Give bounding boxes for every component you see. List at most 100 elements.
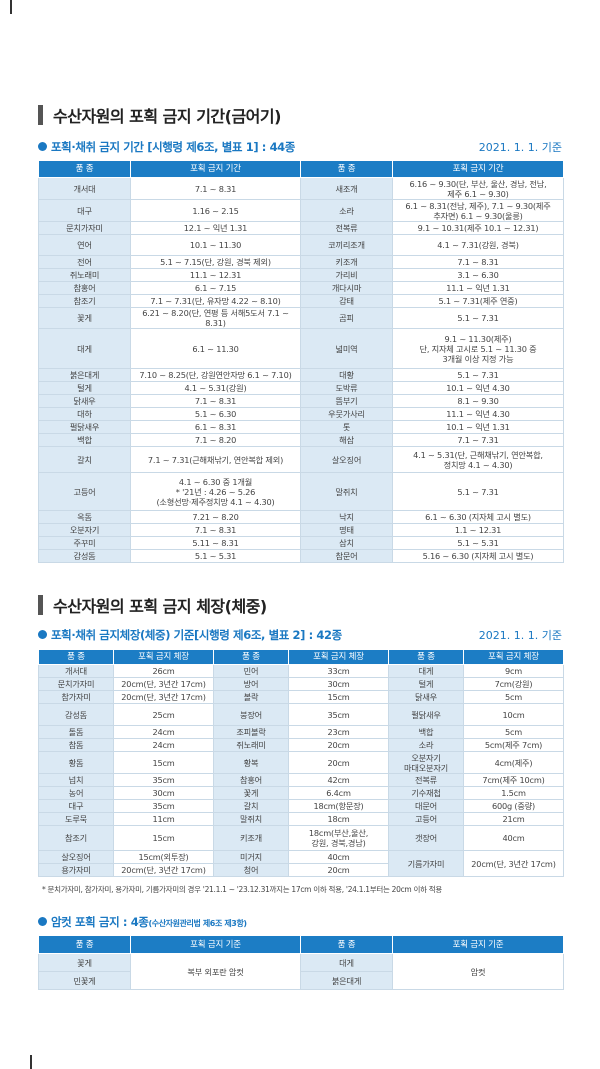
species-cell: 대구 [38,799,114,813]
size-cell: 5cm [463,725,564,739]
size-cell: 5cm(제주 7cm) [463,738,564,752]
table-header-row: 품 종 포획 금지 기간 품 종 포획 금지 기간 [38,160,564,178]
size-cell: 10cm [463,703,564,726]
species-cell: 기름가자미 [388,850,464,877]
period-cell: 11.1 ~ 익년 4.30 [392,407,564,421]
header-size: 포획 금지 체장 [113,649,214,665]
table-row: 농어 30cm 꽃게 6.4cm 기수재첩 1.5cm [38,786,564,800]
bullet-icon [38,630,47,639]
period-cell: 4.1 ~ 7.31(강원, 경북) [392,234,564,256]
period-cell: 11.1 ~ 12.31 [130,268,301,282]
minimum-size-table: 품 종 포획 금지 체장 품 종 포획 금지 체장 품 종 포획 금지 체장 개… [38,649,564,877]
size-cell: 11cm [113,812,214,826]
size-cell: 20cm(단, 3년간 17cm) [113,863,214,877]
size-cell: 35cm [288,703,389,726]
size-cell: 30cm [113,786,214,800]
period-cell: 7.1 ~ 8.31 [130,394,301,408]
table-row: 대하 5.1 ~ 6.30 우뭇가사리 11.1 ~ 익년 4.30 [38,407,564,421]
rule-cell: 암컷 [392,953,564,990]
period-cell: 6.1 ~ 6.30 (지자체 고시 별도) [392,510,564,524]
section2-title: 수산자원의 포획 금지 체장(체중) [38,594,267,616]
period-cell: 5.16 ~ 6.30 (지자체 고시 별도) [392,549,564,563]
table-row: 연어 10.1 ~ 11.30 코끼리조개 4.1 ~ 7.31(강원, 경북) [38,234,564,256]
period-cell: 4.1 ~ 6.30 중 1개월 * '21년 : 4.26 ~ 5.26 (소형선… [130,472,301,511]
species-cell: 살오징어 [300,446,393,473]
period-cell: 7.1 ~ 7.31(단, 유자망 4.22 ~ 8.10) [130,294,301,308]
species-cell: 꽃게 [38,953,131,972]
header-size: 포획 금지 체장 [463,649,564,665]
table-row: 문치가자미 12.1 ~ 익년 1.31 전복류 9.1 ~ 10.31(제주 10.… [38,221,564,235]
period-cell: 6.1 ~ 8.31(전남, 제주), 7.1 ~ 9.30(제주 추자면) 6.… [392,199,564,222]
table-row: 쥐노래미 11.1 ~ 12.31 가리비 3.1 ~ 6.30 [38,268,564,282]
species-cell: 우뭇가사리 [300,407,393,421]
species-cell: 미거지 [213,850,289,864]
female-ban-table: 품 종 포획 금지 기준 품 종 포획 금지 기준 꽃게 복부 외포란 암컷 대… [38,935,564,990]
species-cell: 조피볼락 [213,725,289,739]
size-cell: 15cm(외투장) [113,850,214,864]
table-row: 개서대 7.1 ~ 8.31 새조개 6.16 ~ 9.30(단, 부산, 울산, 경… [38,177,564,200]
size-cell: 42cm [288,773,389,787]
period-cell: 6.1 ~ 11.30 [130,328,301,369]
section2-subtitle: 포획·채취 금지체장(체중) 기준[시행령 제6조, 별표 2] : 42종 [38,627,342,643]
table-row: 옥돔 7.21 ~ 8.20 낙지 6.1 ~ 6.30 (지자체 고시 별도) [38,510,564,524]
period-cell: 7.1 ~ 7.31 [392,433,564,447]
size-cell: 26cm [113,664,214,678]
species-cell: 대문어 [388,799,464,813]
species-cell: 민어 [213,664,289,678]
table-header-row: 품 종 포획 금지 체장 품 종 포획 금지 체장 품 종 포획 금지 체장 [38,649,564,665]
species-cell: 톳 [300,420,393,434]
species-cell: 소라 [388,738,464,752]
period-cell: 10.1 ~ 익년 1.31 [392,420,564,434]
size-cell: 15cm [113,825,214,851]
species-cell: 전복류 [388,773,464,787]
table-row: 넙치 35cm 참홍어 42cm 전복류 7cm(제주 10cm) [38,773,564,787]
table-row: 백합 7.1 ~ 8.20 해삼 7.1 ~ 7.31 [38,433,564,447]
species-cell: 돌돔 [38,725,114,739]
section3-subtitle-row: 암컷 포획 금지 : 4종(수산자원관리법 제6조 제3항) [38,914,562,930]
species-cell: 털게 [38,381,131,395]
species-cell: 농어 [38,786,114,800]
title-bar-icon [38,595,43,615]
period-cell: 5.1 ~ 7.31(제주 연중) [392,294,564,308]
size-cell: 20cm(단, 3년간 17cm) [113,677,214,691]
period-cell: 4.1 ~ 5.31(강원) [130,381,301,395]
size-cell: 15cm [288,690,389,704]
species-cell: 쥐노래미 [213,738,289,752]
species-cell: 전복류 [300,221,393,235]
species-cell: 백합 [388,725,464,739]
size-cell: 7cm(제주 10cm) [463,773,564,787]
table-row: 꽃게 복부 외포란 암컷 대게 암컷 [38,953,564,990]
section2-subtitle-row: 포획·채취 금지체장(체중) 기준[시행령 제6조, 별표 2] : 42종 2… [38,627,562,643]
species-cell: 명태 [300,523,393,537]
period-cell: 1.16 ~ 2.15 [130,199,301,222]
table-row: 문치가자미 20cm(단, 3년간 17cm) 방어 30cm 털게 7cm(강원) [38,677,564,691]
period-cell: 8.1 ~ 9.30 [392,394,564,408]
size-cell: 40cm [463,825,564,851]
species-cell: 주꾸미 [38,536,131,550]
size-cell: 40cm [288,850,389,864]
section1-subtitle: 포획·채취 금지 기간 [시행령 제6조, 별표 1] : 44종 [38,139,295,155]
crop-mark [30,1055,32,1069]
period-cell: 7.1 ~ 8.20 [130,433,301,447]
period-cell: 5.1 ~ 7.15(단, 강원, 경북 제외) [130,255,301,269]
table-row: 돌돔 24cm 조피볼락 23cm 백합 5cm [38,725,564,739]
species-cell: 펄닭새우 [38,420,131,434]
table-row: 대구 35cm 갈치 18cm(항문장) 대문어 600g (중량) [38,799,564,813]
header-species: 품 종 [38,935,131,954]
period-cell: 9.1 ~ 10.31(제주 10.1 ~ 12.31) [392,221,564,235]
table-row: 감성돔 5.1 ~ 5.31 참문어 5.16 ~ 6.30 (지자체 고시 별도) [38,549,564,563]
header-species: 품 종 [388,649,464,665]
section1-date: 2021. 1. 1. 기준 [478,141,562,154]
species-cell: 감태 [300,294,393,308]
species-cell: 용가자미 [38,863,114,877]
species-cell: 연어 [38,234,131,256]
species-cell: 전어 [38,255,131,269]
period-cell: 1.1 ~ 12.31 [392,523,564,537]
species-cell: 볼락 [213,690,289,704]
size-cell: 6.4cm [288,786,389,800]
species-cell: 오분자기 마대오분자기 [388,751,464,774]
period-cell: 5.1 ~ 7.31 [392,472,564,511]
species-cell: 대황 [300,368,393,382]
table-row: 털게 4.1 ~ 5.31(강원) 도박류 10.1 ~ 익년 4.30 [38,381,564,395]
size-cell: 600g (중량) [463,799,564,813]
